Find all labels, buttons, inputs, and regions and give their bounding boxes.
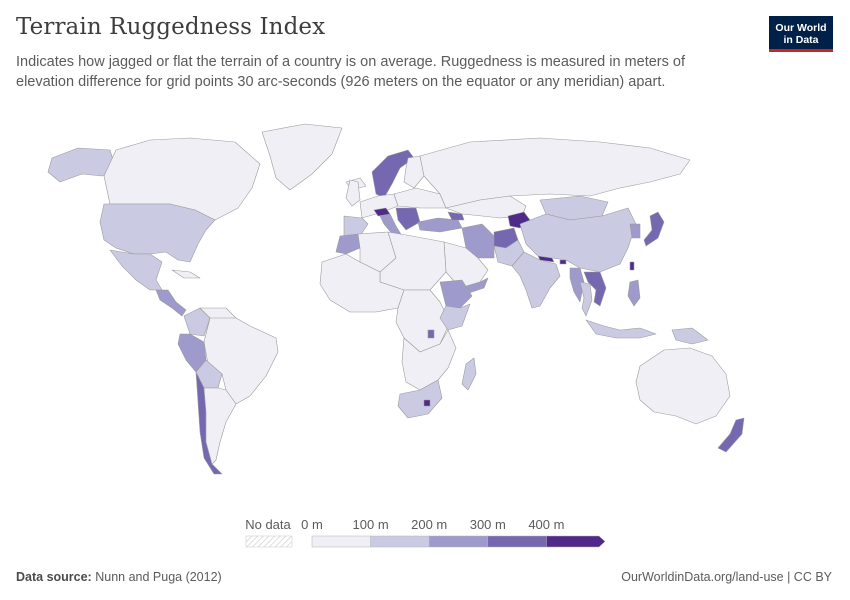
region-alaska[interactable] (47, 147, 117, 183)
legend-swatch-3[interactable] (487, 535, 547, 548)
region-philippines[interactable] (627, 279, 641, 307)
region-morocco[interactable] (335, 233, 361, 255)
region-new-guinea[interactable] (671, 327, 709, 345)
legend-label-3: 300 m (470, 517, 506, 532)
region-japan[interactable] (643, 211, 665, 247)
legend-label-0: 0 m (301, 517, 323, 532)
legend-swatch-0[interactable] (311, 535, 371, 548)
legend-swatch-2[interactable] (428, 535, 489, 548)
region-central-africa[interactable] (395, 289, 451, 353)
region-central-america[interactable] (155, 289, 187, 317)
region-thailand[interactable] (579, 281, 593, 317)
footer-url-link[interactable]: OurWorldinData.org/land-use | CC BY (621, 570, 832, 584)
region-south-africa[interactable] (397, 379, 443, 419)
map-legend: No data 0 m 100 m 200 m 300 m 400 m (245, 517, 606, 548)
region-scandinavia[interactable] (371, 149, 415, 199)
region-lesotho[interactable] (423, 399, 431, 407)
footer-source: Data source: Nunn and Puga (2012) (16, 570, 222, 584)
region-indonesia[interactable] (585, 319, 657, 339)
map-regions (47, 123, 745, 475)
region-greenland[interactable] (261, 123, 343, 191)
logo-line-2: in Data (783, 34, 819, 46)
region-united-states[interactable] (99, 203, 216, 263)
region-balkans[interactable] (395, 207, 421, 231)
region-kenya[interactable] (439, 303, 471, 331)
legend-swatch-4[interactable] (546, 535, 606, 548)
world-map (47, 123, 745, 475)
region-madagascar[interactable] (461, 357, 477, 391)
region-australia[interactable] (635, 347, 731, 425)
region-argentina[interactable] (203, 387, 237, 465)
region-myanmar[interactable] (569, 267, 585, 303)
legend-swatch-1[interactable] (370, 535, 430, 548)
region-colombia[interactable] (183, 307, 211, 337)
region-southern-africa[interactable] (401, 329, 457, 391)
region-taiwan[interactable] (629, 261, 635, 271)
region-bhutan[interactable] (559, 259, 567, 265)
region-arabia[interactable] (443, 241, 489, 289)
region-cuba[interactable] (171, 269, 201, 279)
region-ethiopia[interactable] (439, 279, 473, 309)
legend-no-data-label: No data (245, 517, 291, 532)
region-india[interactable] (511, 251, 561, 309)
chart-title: Terrain Ruggedness Index (16, 14, 326, 40)
legend-label-1: 100 m (353, 517, 389, 532)
region-laos-vietnam[interactable] (583, 271, 607, 307)
region-korea[interactable] (629, 223, 641, 239)
region-rwanda-burundi[interactable] (427, 329, 435, 339)
region-caucasus[interactable] (447, 211, 465, 221)
region-uk[interactable] (345, 179, 361, 207)
region-russia[interactable] (419, 137, 691, 209)
legend-bins: 0 m 100 m 200 m 300 m 400 m (301, 517, 606, 548)
region-mexico[interactable] (109, 249, 163, 291)
region-new-zealand[interactable] (717, 417, 745, 453)
legend-label-2: 200 m (411, 517, 447, 532)
chart-subtitle: Indicates how jagged or flat the terrain… (16, 54, 685, 90)
legend-no-data-swatch (245, 535, 293, 548)
region-china[interactable] (519, 207, 637, 273)
footer-source-value: Nunn and Puga (2012) (95, 570, 222, 584)
region-western-europe[interactable] (359, 193, 399, 219)
owid-logo[interactable]: Our World in Data (769, 16, 833, 52)
footer-source-label: Data source: (16, 570, 92, 584)
legend-label-4: 400 m (528, 517, 564, 532)
logo-line-1: Our World (775, 22, 827, 34)
region-iberia[interactable] (343, 215, 369, 237)
